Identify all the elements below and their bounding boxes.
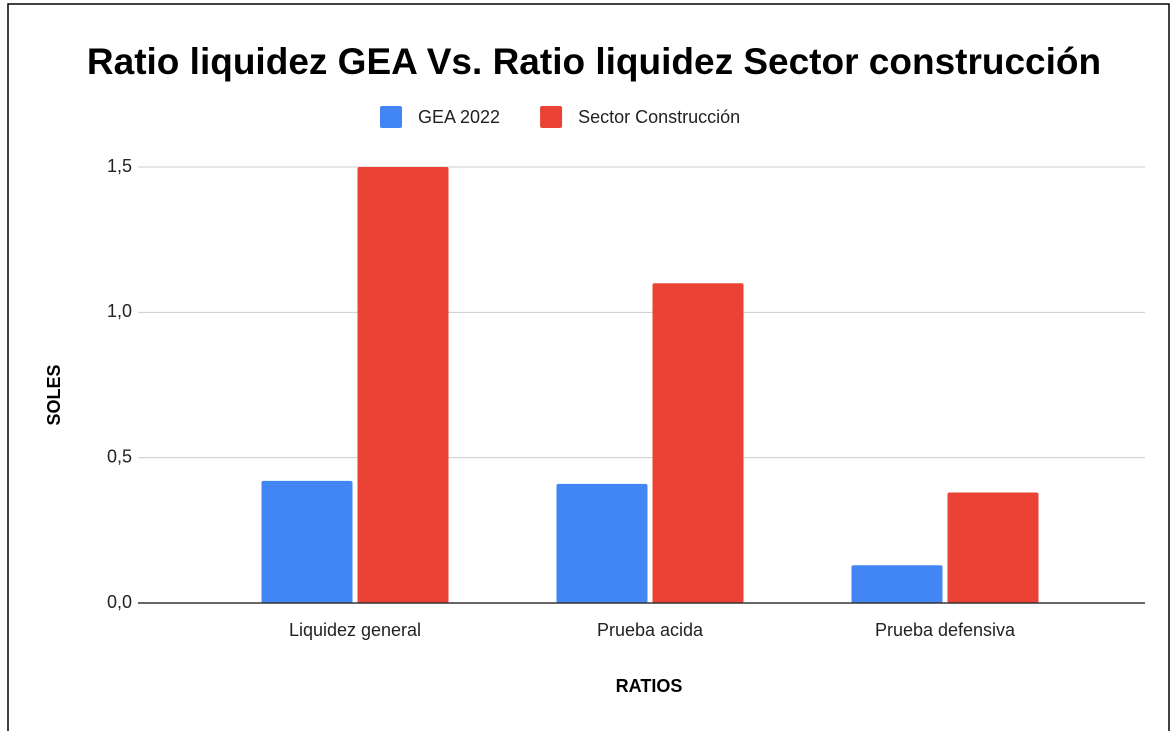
legend-label: GEA 2022 [418, 107, 500, 127]
y-tick-label: 0,0 [107, 592, 132, 612]
y-tick-label: 1,5 [107, 156, 132, 176]
bar [357, 167, 449, 603]
bar [947, 492, 1039, 603]
chart-title: Ratio liquidez GEA Vs. Ratio liquidez Se… [87, 41, 1101, 82]
frame [7, 3, 1170, 731]
bar [851, 565, 943, 603]
legend-label: Sector Construcción [578, 107, 740, 127]
y-tick-label: 1,0 [107, 301, 132, 321]
legend-swatch [540, 106, 563, 128]
bar [261, 480, 353, 603]
bar [652, 283, 744, 603]
x-axis-title: RATIOS [616, 676, 683, 696]
x-tick-label: Prueba acida [597, 620, 704, 640]
y-axis-title: SOLES [44, 364, 64, 425]
y-tick-label: 0,5 [107, 446, 132, 466]
bar [556, 483, 648, 603]
x-tick-label: Prueba defensiva [875, 620, 1016, 640]
legend-swatch [380, 106, 402, 128]
x-tick-label: Liquidez general [289, 620, 421, 640]
